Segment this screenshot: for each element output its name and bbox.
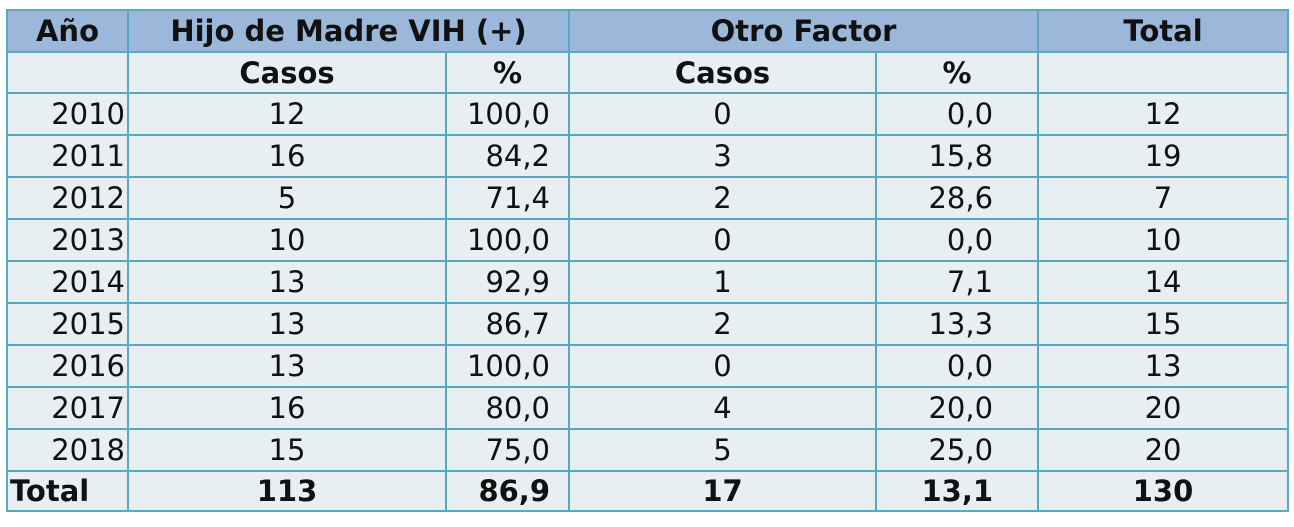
header-pct-1: % [444,51,571,94]
cell-pct-2: 0,0 [875,92,1040,136]
cell-cases-1: 10 [127,218,447,262]
cell-cases-2: 3 [568,134,878,178]
cell-cases-2: 1 [568,260,878,304]
cell-pct-2: 25,0 [875,428,1040,472]
cell-cases-2: 2 [568,302,878,346]
cell-cases-2: 2 [568,176,878,220]
cell-total-pct-1: 86,9 [444,470,571,512]
cell-year: 2010 [6,92,129,136]
cell-cases-1: 13 [127,260,447,304]
cell-total: 19 [1037,134,1290,178]
table-row: 2012 5 71,4 2 28,6 7 [6,176,1290,220]
header-total-blank [1037,51,1290,94]
cell-year: 2011 [6,134,129,178]
table-row: 2011 16 84,2 3 15,8 19 [6,134,1290,178]
cell-pct-1: 75,0 [444,428,571,472]
cell-total-pct-2: 13,1 [875,470,1040,512]
cell-cases-2: 5 [568,428,878,472]
table-row: 2014 13 92,9 1 7,1 14 [6,260,1290,304]
header-group-otro-factor: Otro Factor [568,9,1040,53]
cell-cases-1: 12 [127,92,447,136]
cell-pct-1: 100,0 [444,218,571,262]
cell-pct-1: 80,0 [444,386,571,430]
cell-total: 15 [1037,302,1290,346]
cell-pct-1: 84,2 [444,134,571,178]
cell-cases-1: 13 [127,344,447,388]
cell-cases-1: 16 [127,386,447,430]
cell-pct-2: 15,8 [875,134,1040,178]
cell-year: 2016 [6,344,129,388]
cell-total: 14 [1037,260,1290,304]
cell-total-cases-1: 113 [127,470,447,512]
cell-pct-2: 0,0 [875,344,1040,388]
table-row: 2016 13 100,0 0 0,0 13 [6,344,1290,388]
header-cases-2: Casos [568,51,878,94]
cell-pct-2: 28,6 [875,176,1040,220]
header-row-2: Casos % Casos % [6,51,1290,94]
cell-pct-2: 13,3 [875,302,1040,346]
cell-cases-2: 4 [568,386,878,430]
header-year: Año [6,9,129,53]
cell-total: 20 [1037,386,1290,430]
totals-row: Total 113 86,9 17 13,1 130 [6,470,1290,512]
cell-total: 20 [1037,428,1290,472]
cell-total: 12 [1037,92,1290,136]
cell-cases-1: 16 [127,134,447,178]
table-row: 2010 12 100,0 0 0,0 12 [6,92,1290,136]
cell-year: 2015 [6,302,129,346]
cell-total-cases-2: 17 [568,470,878,512]
table-row: 2017 16 80,0 4 20,0 20 [6,386,1290,430]
cell-year: 2017 [6,386,129,430]
cell-pct-2: 0,0 [875,218,1040,262]
table-row: 2018 15 75,0 5 25,0 20 [6,428,1290,472]
cell-grand-total: 130 [1037,470,1290,512]
cell-pct-2: 7,1 [875,260,1040,304]
cases-table: Año Hijo de Madre VIH (+) Otro Factor To… [6,9,1290,512]
cell-cases-2: 0 [568,344,878,388]
cell-pct-1: 71,4 [444,176,571,220]
cell-pct-1: 100,0 [444,344,571,388]
header-pct-2: % [875,51,1040,94]
cell-cases-2: 0 [568,218,878,262]
header-group-hijo-madre: Hijo de Madre VIH (+) [126,9,571,53]
cell-total: 7 [1037,176,1290,220]
header-row-1: Año Hijo de Madre VIH (+) Otro Factor To… [6,9,1290,53]
table-row: 2013 10 100,0 0 0,0 10 [6,218,1290,262]
cell-cases-2: 0 [568,92,878,136]
data-table-container: Año Hijo de Madre VIH (+) Otro Factor To… [6,9,1290,521]
cell-pct-1: 92,9 [444,260,571,304]
cell-year: 2013 [6,218,129,262]
cell-year: 2014 [6,260,129,304]
cell-cases-1: 15 [127,428,447,472]
cell-total-label: Total [6,470,129,512]
table-row: 2015 13 86,7 2 13,3 15 [6,302,1290,346]
cell-pct-1: 86,7 [444,302,571,346]
cell-pct-1: 100,0 [444,92,571,136]
cell-year: 2018 [6,428,129,472]
cell-pct-2: 20,0 [875,386,1040,430]
cell-year: 2012 [6,176,129,220]
header-total: Total [1037,9,1290,53]
cell-cases-1: 5 [127,176,447,220]
header-year-blank [6,51,129,94]
cell-total: 13 [1037,344,1290,388]
cell-cases-1: 13 [127,302,447,346]
cell-total: 10 [1037,218,1290,262]
header-cases-1: Casos [127,51,447,94]
